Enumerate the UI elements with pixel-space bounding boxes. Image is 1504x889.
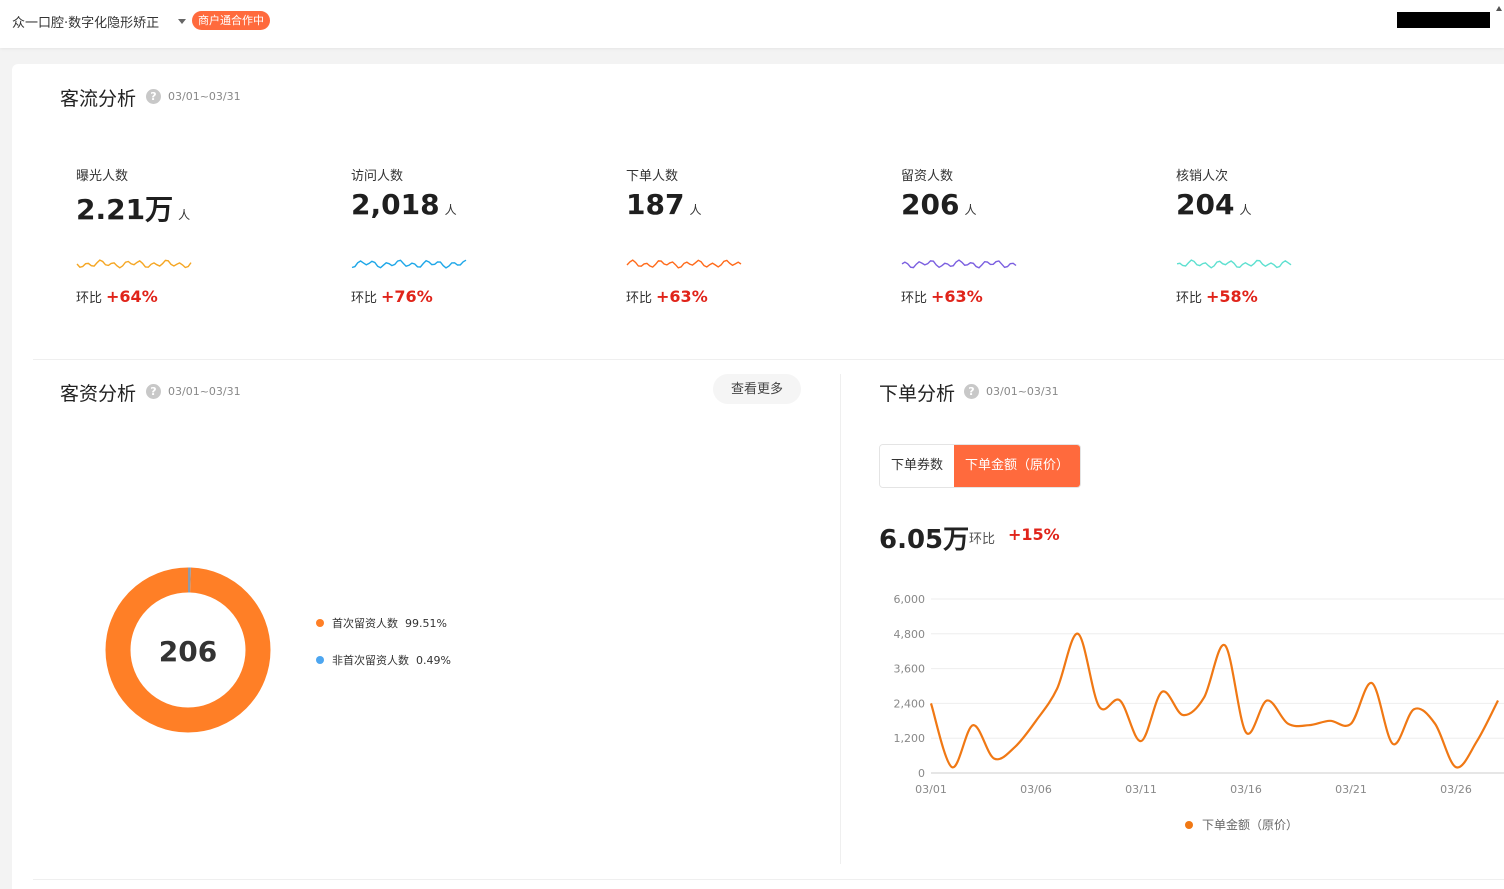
view-more-button[interactable]: 查看更多 xyxy=(713,374,801,404)
sparkline-path xyxy=(626,259,742,269)
kpi-sparkline xyxy=(1176,259,1292,269)
legend-dot xyxy=(316,619,324,627)
kpi-label: 核销人次 xyxy=(1176,169,1229,184)
scroll-up-arrow-icon[interactable] xyxy=(1496,6,1502,11)
kpi-value: 187 人 xyxy=(626,188,702,221)
traffic-title: 客流分析 xyxy=(60,88,137,110)
donut-slice-repeat[interactable] xyxy=(105,567,271,733)
kpi-mom: 环比 +76% xyxy=(351,287,433,306)
sparkline-path xyxy=(1176,259,1292,269)
scrollbar[interactable] xyxy=(1495,0,1504,48)
kpi-mom: 环比 +58% xyxy=(1176,287,1258,306)
x-tick-label: 03/11 xyxy=(1125,783,1157,796)
kpi-sparkline xyxy=(626,259,742,269)
sparkline-path xyxy=(901,259,1017,269)
kpi-mom: 环比 +63% xyxy=(626,287,708,306)
kpi-value: 2,018 人 xyxy=(351,188,457,221)
x-tick-label: 03/01 xyxy=(915,783,947,796)
traffic-date-range: 03/01~03/31 xyxy=(168,90,241,103)
kpi-label: 下单人数 xyxy=(626,169,679,184)
divider xyxy=(33,879,1504,880)
kpi-leads: 留资人数 206 人 环比 +63% xyxy=(901,164,1141,314)
orders-tabs: 下单券数 下单金额（原价） xyxy=(879,444,1082,488)
help-icon[interactable]: ? xyxy=(146,384,161,399)
sparkline-path xyxy=(76,259,192,269)
kpi-value: 204 人 xyxy=(1176,188,1252,221)
orders-title: 下单分析 xyxy=(879,383,956,405)
legend-repeat-leads[interactable]: 非首次留资人数 0.49% xyxy=(316,652,451,668)
y-tick-label: 6,000 xyxy=(894,593,926,606)
kpi-sparkline xyxy=(76,259,192,269)
legend-first-leads[interactable]: 首次留资人数 99.51% xyxy=(316,615,447,631)
chevron-down-icon[interactable] xyxy=(178,19,186,24)
kpi-label: 访问人数 xyxy=(351,169,404,184)
kpi-mom: 环比 +64% xyxy=(76,287,158,306)
leads-donut-chart: 206 xyxy=(105,567,271,733)
series-line[interactable] xyxy=(929,632,1499,769)
kpi-value: 206 人 xyxy=(901,188,977,221)
order-amount-line-chart: 0 1,200 2,400 3,600 4,800 6,000 03/01 03/06 03/1… xyxy=(894,593,1504,832)
kpi-orders: 下单人数 187 人 环比 +63% xyxy=(626,164,866,314)
y-tick-label: 2,400 xyxy=(894,697,926,710)
x-tick-label: 03/16 xyxy=(1230,783,1262,796)
legend-label[interactable]: 下单金额（原价） xyxy=(1202,817,1298,832)
top-bar: 众一口腔·数字化隐形矫正 商户通合作中 xyxy=(0,0,1504,48)
main-card: 客流分析 ? 03/01~03/31 曝光人数 2.21万人 环比 +64% 访问… xyxy=(12,64,1504,889)
kpi-value: 2.21万人 xyxy=(76,193,191,226)
leads-date-range: 03/01~03/31 xyxy=(168,385,241,398)
kpi-exposure: 曝光人数 2.21万人 环比 +64% xyxy=(76,164,316,314)
x-tick-label: 03/26 xyxy=(1440,783,1472,796)
kpi-visits: 访问人数 2,018 人 环比 +76% xyxy=(351,164,591,314)
divider xyxy=(840,374,841,864)
help-icon[interactable]: ? xyxy=(146,89,161,104)
divider xyxy=(33,359,1504,360)
x-tick-label: 03/06 xyxy=(1020,783,1052,796)
kpi-label: 留资人数 xyxy=(901,169,954,184)
legend-dot xyxy=(316,656,324,664)
user-account-redacted[interactable] xyxy=(1397,12,1490,28)
orders-date-range: 03/01~03/31 xyxy=(986,385,1059,398)
order-mom-value: +15% xyxy=(1008,525,1060,544)
kpi-mom: 环比 +63% xyxy=(901,287,983,306)
y-tick-label: 1,200 xyxy=(894,732,926,745)
kpi-sparkline xyxy=(351,259,467,269)
x-tick-label: 03/21 xyxy=(1335,783,1367,796)
legend-dot xyxy=(1185,821,1193,829)
leads-title: 客资分析 xyxy=(60,383,137,405)
donut-center-value: 206 xyxy=(159,635,217,668)
kpi-redemptions: 核销人次 204 人 环比 +58% xyxy=(1176,164,1416,314)
order-total-value: 6.05万 xyxy=(879,525,970,555)
cooperation-badge: 商户通合作中 xyxy=(192,11,270,30)
sparkline-path xyxy=(351,259,467,269)
shop-name[interactable]: 众一口腔·数字化隐形矫正 xyxy=(12,16,160,31)
tab-order-coupons[interactable]: 下单券数 xyxy=(880,445,955,487)
kpi-label: 曝光人数 xyxy=(76,169,129,184)
y-tick-label: 3,600 xyxy=(894,663,926,676)
tab-order-amount[interactable]: 下单金额（原价） xyxy=(954,445,1081,487)
order-mom-label: 环比 xyxy=(969,532,996,547)
y-tick-label: 0 xyxy=(918,767,925,780)
help-icon[interactable]: ? xyxy=(964,384,979,399)
kpi-sparkline xyxy=(901,259,1017,269)
y-tick-label: 4,800 xyxy=(894,628,926,641)
